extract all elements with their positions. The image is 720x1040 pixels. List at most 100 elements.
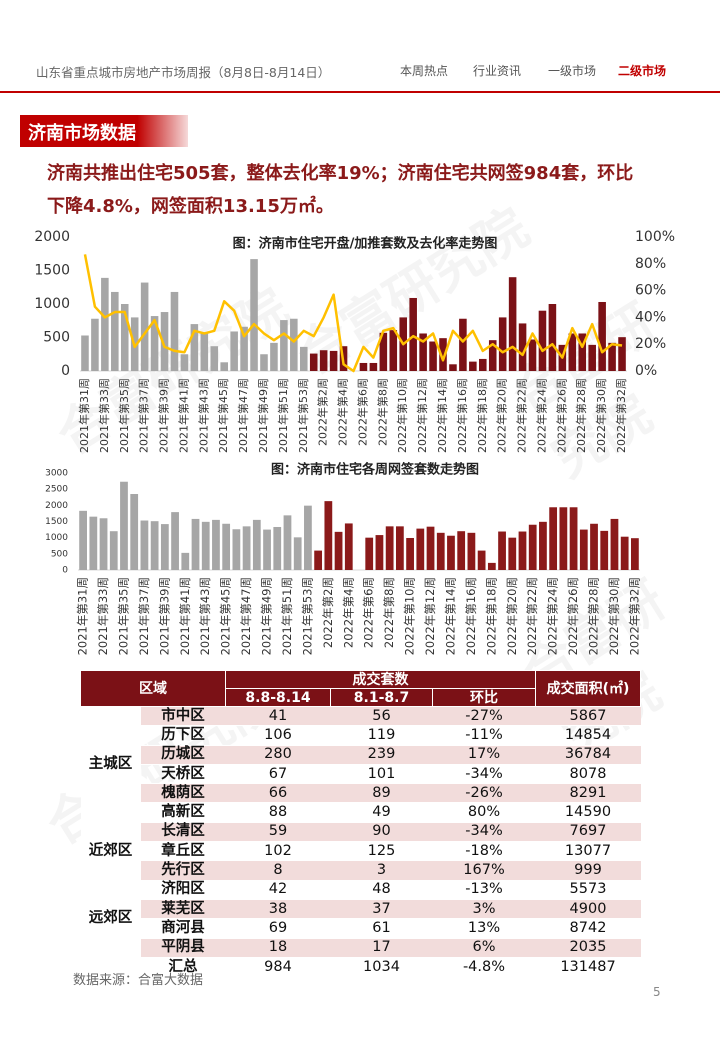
source-note: 数据来源：合富大数据: [73, 973, 204, 988]
bar: [620, 536, 629, 570]
bar: [273, 526, 282, 570]
section-band: [20, 115, 188, 147]
table-body: 主城区 市中区 41 56 -27% 5867 历下区 106 119 -11% 14854 历城区 2…: [80, 706, 641, 978]
district-cell: 市中区: [140, 706, 226, 727]
y-tick-label: 1500: [34, 263, 70, 279]
y-tick-label: 2000: [45, 501, 68, 511]
y2-tick-label: 20%: [635, 336, 666, 352]
group-cell: [80, 957, 141, 978]
x-tick-label: 2022年第10周: [395, 378, 409, 453]
value-cell: 280: [225, 745, 331, 765]
value-cell: 7697: [535, 822, 641, 843]
total-row: 汇总 984 1034 -4.8% 131487: [80, 957, 641, 978]
x-tick-label: 2022年第20周: [495, 378, 509, 453]
nav-item[interactable]: 本周热点: [400, 64, 449, 78]
x-tick-label: 2021年第51周: [280, 577, 294, 655]
district-cell: 长清区: [140, 822, 226, 843]
value-cell: 4900: [535, 899, 641, 920]
bar: [498, 317, 507, 371]
nav-item[interactable]: 行业资讯: [473, 64, 522, 78]
bar: [111, 291, 119, 371]
x-tick-label: 2022年第4周: [336, 378, 350, 446]
bar: [610, 518, 619, 570]
bar: [559, 507, 568, 570]
bar: [160, 312, 169, 371]
bar: [528, 339, 537, 371]
page-number: 5: [653, 985, 661, 999]
x-tick-label: 2022年第16周: [455, 378, 469, 453]
y-tick-label: 3000: [45, 469, 68, 479]
y-tick-label: 0: [61, 363, 70, 379]
table-row: 近郊区 长清区 59 90 -34% 7697: [80, 822, 641, 881]
x-tick-label: 2021年第33周: [96, 577, 110, 655]
district-cell: 历城区: [140, 745, 226, 765]
bar: [89, 516, 98, 570]
value-cell: 3%: [432, 899, 536, 920]
value-cell: 13077: [535, 841, 641, 862]
x-tick-label: 2022年第6周: [362, 577, 376, 648]
bar: [171, 512, 179, 570]
x-tick-label: 2021年第51周: [276, 378, 290, 453]
x-tick-label: 2022年第12周: [415, 378, 429, 453]
district-cell: 莱芜区: [140, 899, 226, 920]
table-row: 高新区 88 49 80% 14590: [81, 802, 641, 823]
table-row: 槐荫区 66 89 -26% 8291: [81, 783, 641, 804]
table-row: 历城区 280 239 17% 36784: [81, 745, 641, 765]
x-tick-label: 2022年第4周: [341, 577, 355, 648]
x-tick-label: 2022年第22周: [515, 378, 529, 453]
district-cell: 历下区: [140, 725, 226, 746]
x-tick-label: 2021年第47周: [236, 378, 250, 453]
x-tick-label: 2022年第32周: [614, 378, 628, 453]
subheader-cell: 环比: [432, 688, 536, 707]
value-cell: 8291: [535, 783, 641, 804]
x-tick-label: 2022年第12周: [423, 577, 437, 655]
bar: [369, 362, 378, 371]
total-label: 汇总: [140, 957, 226, 978]
value-cell: 69: [225, 918, 331, 939]
table-row: 章丘区 102 125 -18% 13077: [81, 841, 641, 862]
y-tick-label: 2000: [34, 229, 70, 245]
value-cell: 5867: [535, 706, 641, 727]
x-tick-label: 2021年第43周: [198, 577, 212, 655]
nav-item-active[interactable]: 二级市场: [618, 64, 667, 78]
x-tick-label: 2022年第26周: [566, 577, 580, 655]
value-cell: 167%: [432, 860, 536, 881]
bar: [457, 531, 466, 570]
y-tick-label: 500: [43, 330, 70, 346]
value-cell: 101: [330, 764, 433, 785]
value-cell: 17%: [432, 745, 536, 765]
x-tick-label: 2022年第2周: [316, 378, 330, 446]
bar: [429, 341, 437, 371]
chart-title: 图：济南市住宅各周网签套数走势图: [271, 462, 479, 478]
x-tick-label: 2021年第31周: [76, 577, 90, 655]
bar: [240, 326, 248, 371]
y2-tick-label: 80%: [635, 256, 666, 272]
bar: [389, 330, 398, 371]
section-title: 济南市场数据: [28, 123, 136, 144]
table-row: 商河县 69 61 13% 8742: [81, 918, 641, 939]
chart-title: 图：济南市住宅开盘/加推套数及去化率走势图: [233, 236, 498, 252]
value-cell: 42: [225, 880, 331, 900]
bar: [569, 507, 578, 570]
x-tick-label: 2022年第22周: [525, 577, 539, 655]
bar: [79, 510, 87, 570]
x-tick-label: 2022年第16周: [464, 577, 478, 655]
bar: [270, 342, 278, 371]
bar: [334, 531, 343, 570]
bar: [467, 532, 476, 570]
x-tick-label: 2021年第53周: [296, 378, 310, 453]
total-cell: 1034: [330, 957, 433, 978]
bar: [508, 277, 517, 371]
nav-item[interactable]: 一级市场: [548, 64, 597, 78]
summary: 济南共推出住宅505套，整体去化率19%；济南住宅共网签984套，环比下降4.8…: [47, 163, 634, 217]
bar: [588, 344, 596, 371]
header-rule: [0, 91, 720, 93]
bar: [631, 538, 639, 570]
bar: [130, 494, 139, 570]
value-cell: 6%: [432, 938, 536, 958]
bar: [488, 340, 497, 371]
data-table: 区域 成交套数 成交面积(㎡) 8.8-8.14 8.1-8.7 环比 主城区 市中区 41 56…: [80, 670, 641, 978]
value-cell: 80%: [432, 802, 536, 823]
total-cell: 131487: [535, 957, 641, 978]
